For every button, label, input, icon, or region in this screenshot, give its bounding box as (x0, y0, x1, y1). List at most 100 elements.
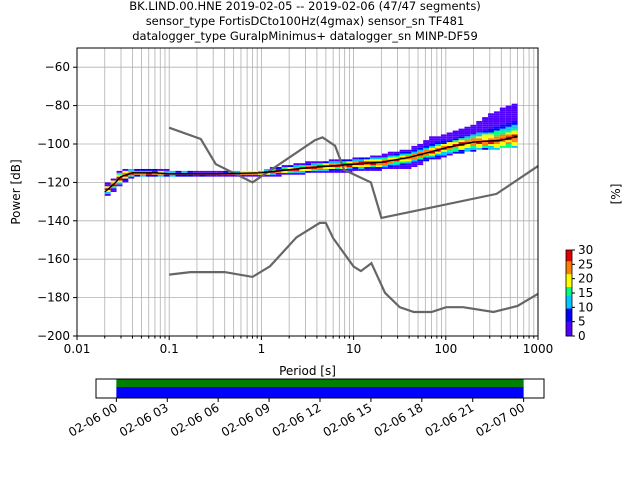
psd-cell (157, 168, 164, 171)
psd-cell (511, 117, 518, 120)
psd-cell (358, 168, 365, 171)
psd-cell (116, 172, 123, 175)
psd-cell (476, 124, 483, 127)
psd-cell (417, 149, 424, 152)
psd-cell (505, 130, 512, 133)
psd-cell (505, 109, 512, 112)
psd-cell (482, 142, 489, 144)
psd-cell (381, 165, 388, 168)
psd-cell (417, 151, 424, 154)
psd-cell (470, 132, 477, 135)
psd-cell (488, 124, 494, 127)
psd-cell (429, 153, 435, 156)
psd-cell (505, 105, 512, 108)
psd-cell (305, 161, 312, 164)
psd-cell (446, 153, 453, 156)
colorbar-segment (566, 310, 572, 313)
psd-cell (482, 134, 489, 137)
psd-cell (511, 138, 518, 141)
psd-cell (399, 153, 406, 156)
colorbar-segment (566, 293, 572, 296)
psd-cell (423, 155, 430, 158)
psd-cell (476, 134, 483, 137)
psd-cell (464, 144, 471, 146)
psd-cell (358, 157, 365, 160)
psd-cell (151, 172, 158, 175)
psd-cell (423, 140, 430, 143)
psd-cell (499, 130, 506, 133)
psd-cell (488, 136, 494, 139)
psd-cell (440, 155, 447, 158)
psd-cell (493, 144, 500, 146)
psd-cell (470, 147, 477, 150)
psd-cell (488, 119, 494, 121)
psd-cell (434, 151, 441, 154)
psd-cell (293, 168, 300, 171)
psd-cell (464, 132, 471, 135)
psd-cell (293, 167, 300, 169)
psd-cell (423, 145, 430, 148)
psd-cell (134, 174, 141, 177)
colorbar-label: [%] (609, 184, 623, 205)
psd-cell (476, 138, 483, 141)
psd-cell (482, 120, 489, 123)
x-tick-label: 0.1 (160, 342, 179, 356)
psd-cell (511, 144, 518, 146)
psd-cell (499, 128, 506, 131)
psd-cell (505, 132, 512, 135)
psd-cell (122, 168, 129, 171)
psd-cell (423, 159, 430, 162)
psd-cell (157, 170, 164, 173)
psd-cell (411, 157, 418, 160)
psd-cell (393, 165, 400, 168)
psd-cell (175, 174, 182, 177)
header-line-2: sensor_type FortisDCto100Hz(4gmax) senso… (146, 14, 465, 28)
psd-cell (358, 161, 365, 164)
colorbar-segment (566, 290, 572, 294)
psd-cell (511, 132, 518, 135)
psd-cell (116, 184, 123, 187)
psd-cell (440, 153, 447, 156)
psd-cell (452, 132, 459, 135)
psd-cell (116, 174, 123, 177)
psd-cell (293, 165, 300, 168)
psd-cell (493, 111, 500, 114)
colorbar-segment (566, 284, 572, 288)
psd-cell (275, 167, 282, 169)
colorbar-segment (566, 301, 572, 305)
psd-cell (305, 168, 312, 171)
psd-cell (493, 120, 500, 123)
psd-cell (499, 124, 506, 127)
psd-cell (128, 168, 135, 171)
psd-cell (505, 136, 512, 139)
colorbar-segment (566, 318, 572, 322)
psd-cell (464, 134, 471, 137)
psd-cell (328, 161, 335, 164)
psd-cell (440, 134, 447, 137)
psd-cell (411, 165, 418, 168)
psd-cell (381, 159, 388, 162)
psd-cell (452, 138, 459, 141)
psd-cell (393, 163, 400, 166)
psd-cell (157, 174, 164, 177)
psd-cell (482, 124, 489, 127)
psd-cell (364, 165, 371, 168)
psd-cell (151, 168, 158, 171)
psd-cell (499, 142, 506, 144)
psd-cell (334, 159, 341, 162)
psd-cell (511, 107, 518, 110)
psd-cell (458, 130, 465, 133)
psd-cell (122, 178, 129, 181)
psd-cell (499, 145, 506, 148)
psd-cell (187, 170, 194, 173)
psd-cell (370, 163, 377, 166)
psd-cell (493, 142, 500, 144)
psd-cell (334, 170, 341, 173)
psd-cell (399, 161, 406, 164)
psd-cell (429, 144, 435, 146)
psd-plot-area: 0.01 0.1 1 10 100 1000 −60 −80 −100 −120 −140 −160 −… (9, 47, 553, 378)
psd-cell (476, 122, 483, 125)
psd-cell (322, 163, 329, 166)
psd-cell (193, 174, 200, 177)
